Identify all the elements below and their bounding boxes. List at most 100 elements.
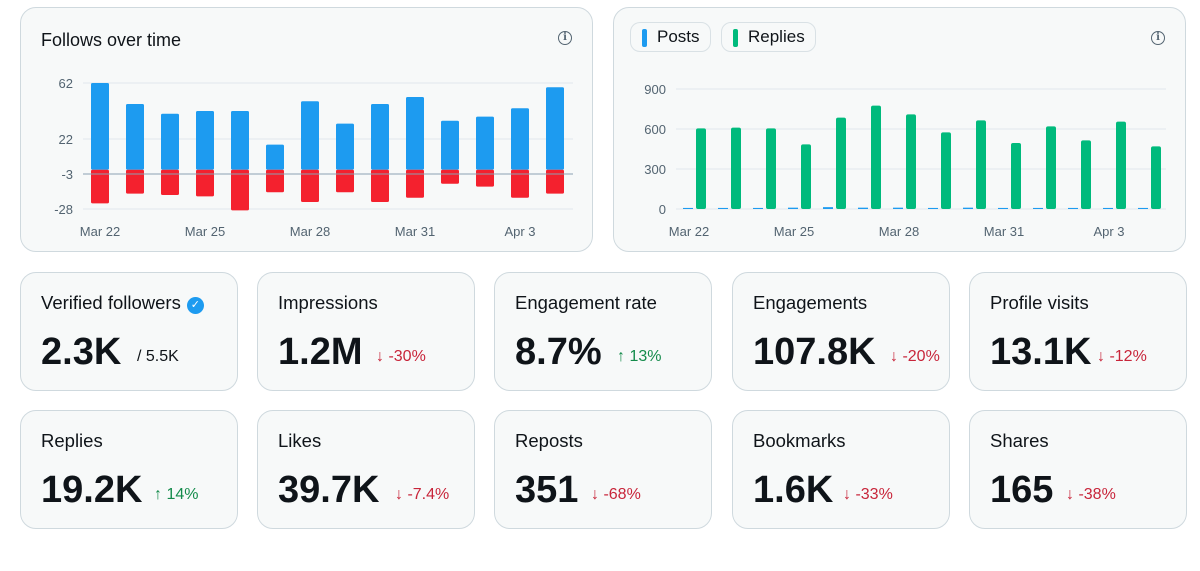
replies-bar	[836, 117, 846, 209]
info-icon[interactable]: i	[558, 31, 572, 45]
posts-bar	[963, 207, 973, 209]
replies-bar	[1081, 140, 1091, 209]
legend-replies[interactable]: Replies	[721, 22, 816, 52]
x-tick-label: Mar 22	[80, 224, 120, 239]
x-tick-label: Mar 28	[879, 224, 919, 239]
stat-delta: ↑ 14%	[154, 486, 199, 503]
y-tick-label: -28	[54, 202, 73, 217]
stat-total: / 5.5K	[137, 348, 179, 365]
posts-bar	[718, 207, 728, 209]
x-tick-label: Mar 28	[290, 224, 330, 239]
follows-chart: 62 22 -3 -28 Mar 22 Mar 25 Mar 28 Mar 31 Apr 3	[54, 76, 573, 239]
legend-posts-swatch	[642, 29, 647, 47]
stat-card-reposts[interactable]: Reposts 351 ↓ -68%	[494, 410, 712, 529]
posts-bar	[823, 207, 833, 209]
stat-card-likes[interactable]: Likes 39.7K ↓ -7.4%	[257, 410, 475, 529]
bar	[161, 113, 179, 170]
replies-bar	[906, 114, 916, 209]
bar	[546, 169, 564, 194]
replies-bar	[696, 128, 706, 209]
replies-bar	[976, 120, 986, 209]
bar	[231, 111, 249, 170]
stat-card-verified-followers[interactable]: Verified followers ✓ 2.3K / 5.5K	[20, 272, 238, 391]
x-tick-label: Mar 25	[774, 224, 814, 239]
legend-posts-label: Posts	[657, 27, 700, 46]
posts-bar	[1033, 207, 1043, 209]
bar	[161, 169, 179, 195]
bar	[126, 169, 144, 194]
stat-card-impressions[interactable]: Impressions 1.2M ↓ -30%	[257, 272, 475, 391]
bar	[511, 169, 529, 198]
stat-delta: ↑ 13%	[617, 348, 662, 365]
replies-bar	[871, 105, 881, 209]
stat-card-profile-visits[interactable]: Profile visits 13.1K ↓ -12%	[969, 272, 1187, 391]
x-tick-label: Mar 25	[185, 224, 225, 239]
x-tick-label: Apr 3	[504, 224, 535, 239]
y-tick-label: 600	[644, 122, 666, 137]
stat-delta: ↓ -7.4%	[395, 486, 450, 503]
legend-replies-label: Replies	[748, 27, 805, 46]
posts-bar	[998, 207, 1008, 209]
replies-bar	[941, 132, 951, 209]
stat-value: 165	[990, 469, 1054, 511]
stat-label: Engagement rate	[515, 292, 657, 313]
x-tick-label: Apr 3	[1093, 224, 1124, 239]
y-tick-label: 62	[59, 76, 73, 91]
bar	[546, 87, 564, 170]
stat-value: 1.2M	[278, 331, 363, 373]
stat-value: 107.8K	[753, 331, 876, 373]
posts-bar	[1068, 207, 1078, 209]
stat-value: 13.1K	[990, 331, 1092, 373]
stat-card-replies[interactable]: Replies 19.2K ↑ 14%	[20, 410, 238, 529]
x-tick-label: Mar 31	[395, 224, 435, 239]
x-tick-label: Mar 22	[669, 224, 709, 239]
replies-bar	[731, 127, 741, 209]
legend-posts[interactable]: Posts	[630, 22, 711, 52]
stat-label: Verified followers ✓	[41, 292, 204, 314]
posts-bar	[788, 207, 798, 209]
posts-bar	[753, 207, 763, 209]
stat-delta: ↓ -33%	[843, 486, 893, 503]
posts-bar	[1103, 207, 1113, 209]
y-tick-label: 22	[59, 132, 73, 147]
posts-bar	[858, 207, 868, 209]
stat-label: Reposts	[515, 430, 583, 451]
stat-card-shares[interactable]: Shares 165 ↓ -38%	[969, 410, 1187, 529]
stat-value: 2.3K	[41, 331, 122, 373]
bar	[91, 83, 109, 170]
bar	[336, 123, 354, 170]
bar	[476, 116, 494, 170]
stat-delta: ↓ -20%	[890, 348, 940, 365]
y-tick-label: 300	[644, 162, 666, 177]
stat-delta: ↓ -30%	[376, 348, 426, 365]
bar	[301, 169, 319, 202]
bar	[266, 169, 284, 193]
info-icon[interactable]: i	[1151, 31, 1165, 45]
bar	[371, 169, 389, 202]
stat-label: Impressions	[278, 292, 378, 313]
bar	[406, 169, 424, 198]
stat-label: Profile visits	[990, 292, 1089, 313]
posts-bar	[1138, 207, 1148, 209]
x-tick-label: Mar 31	[984, 224, 1024, 239]
replies-bar	[1011, 143, 1021, 209]
bar	[126, 104, 144, 170]
stat-label: Replies	[41, 430, 103, 451]
follows-chart-title: Follows over time	[41, 30, 182, 50]
replies-bar	[1116, 121, 1126, 209]
posts-bar	[928, 207, 938, 209]
stat-value: 351	[515, 469, 579, 511]
stat-card-bookmarks[interactable]: Bookmarks 1.6K ↓ -33%	[732, 410, 950, 529]
stat-value: 1.6K	[753, 469, 834, 511]
bar	[441, 120, 459, 170]
stat-delta: ↓ -12%	[1097, 348, 1147, 365]
replies-bar	[801, 144, 811, 209]
bar	[441, 169, 459, 184]
stat-card-engagements[interactable]: Engagements 107.8K ↓ -20%	[732, 272, 950, 391]
stat-card-engagement-rate[interactable]: Engagement rate 8.7% ↑ 13%	[494, 272, 712, 391]
bar	[231, 169, 249, 211]
bar	[511, 108, 529, 170]
stat-label: Bookmarks	[753, 430, 846, 451]
stat-value: 39.7K	[278, 469, 380, 511]
stat-value: 19.2K	[41, 469, 143, 511]
